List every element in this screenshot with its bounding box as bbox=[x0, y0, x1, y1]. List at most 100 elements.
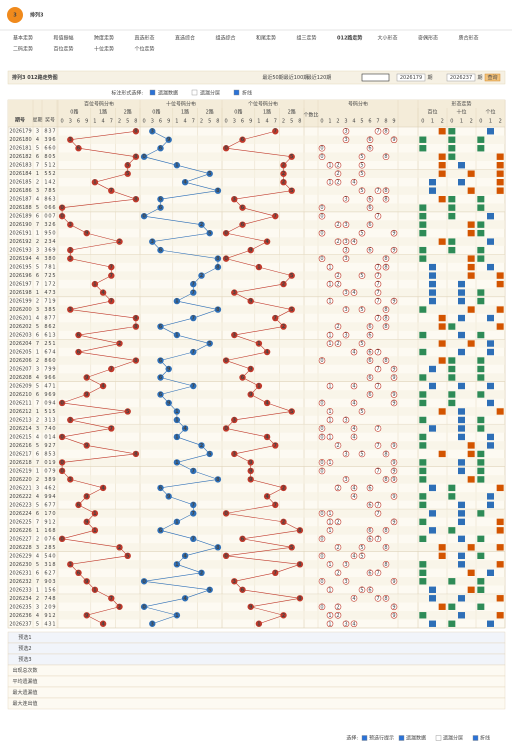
prize-digit: 8 bbox=[44, 154, 47, 160]
dist-ball-text: 0 bbox=[320, 154, 323, 160]
prize-digit: 1 bbox=[48, 409, 51, 415]
nav-link[interactable]: 跨度走势 bbox=[94, 35, 114, 42]
dist-ball-text: 9 bbox=[392, 604, 395, 610]
select[interactable] bbox=[361, 73, 390, 82]
form-mark bbox=[487, 433, 494, 441]
form-mark bbox=[429, 425, 436, 432]
ball bbox=[247, 467, 254, 475]
nav-link[interactable]: 组选综合 bbox=[216, 35, 236, 42]
ball bbox=[132, 450, 140, 458]
footer-label: 选择: bbox=[346, 735, 358, 742]
nav-link[interactable]: 质合形态 bbox=[459, 35, 479, 42]
ball bbox=[108, 595, 115, 602]
dist-ball bbox=[366, 246, 374, 254]
dist-ball-text: 2 bbox=[336, 222, 339, 228]
nav-link[interactable]: 直选形态 bbox=[135, 35, 155, 42]
nav-link[interactable]: 大小形态 bbox=[378, 35, 398, 42]
button-label[interactable]: 查询 bbox=[487, 74, 497, 81]
prize-digit: 1 bbox=[52, 341, 55, 347]
digit-head: 2 bbox=[282, 119, 285, 125]
ball-text: 6 bbox=[159, 528, 163, 534]
dist-ball bbox=[326, 611, 334, 619]
ball-text: 2 bbox=[282, 282, 286, 288]
dist-ball-text: 1 bbox=[328, 180, 331, 186]
dist-ball bbox=[382, 450, 390, 458]
nav-link[interactable]: 和值振幅 bbox=[54, 35, 74, 42]
option-label[interactable]: 预选行提示 bbox=[369, 735, 394, 742]
dist-ball-text: 0 bbox=[320, 604, 323, 610]
option-label[interactable]: 折线 bbox=[242, 90, 252, 97]
checkbox[interactable] bbox=[149, 89, 156, 96]
nav-link[interactable]: 012路走势 bbox=[337, 35, 362, 42]
option-label[interactable]: 折线 bbox=[480, 735, 490, 742]
issue: 2026188 bbox=[9, 205, 31, 211]
nav-link[interactable]: 十位走势 bbox=[94, 46, 114, 53]
nav-link[interactable]: 百位走势 bbox=[54, 46, 74, 53]
route-title: 1路 bbox=[99, 109, 107, 116]
prize-digit: 3 bbox=[44, 137, 47, 143]
prize-digit: 0 bbox=[44, 468, 47, 474]
form-mark bbox=[438, 195, 446, 203]
prize-digit: 6 bbox=[44, 502, 47, 508]
row-stripe bbox=[8, 509, 505, 518]
option-label[interactable]: 遗漏数据 bbox=[406, 735, 426, 742]
prize-digit: 7 bbox=[48, 383, 51, 389]
ball bbox=[181, 552, 189, 560]
row-stripe bbox=[8, 424, 505, 433]
row-stripe bbox=[8, 560, 505, 569]
section-title: 个位号码分布 bbox=[248, 101, 278, 108]
option-label[interactable]: 遗漏分层 bbox=[443, 735, 463, 742]
prize-digit: 6 bbox=[52, 375, 55, 381]
ball-text: 6 bbox=[241, 536, 245, 542]
form-mark bbox=[419, 391, 427, 398]
input[interactable] bbox=[446, 73, 476, 82]
ball-text: 8 bbox=[216, 188, 220, 194]
ball bbox=[83, 442, 90, 449]
form-mark bbox=[467, 569, 475, 577]
nav-link[interactable]: 基本走势 bbox=[13, 35, 33, 42]
checkbox[interactable] bbox=[435, 735, 442, 741]
dist-ball bbox=[342, 127, 350, 135]
nav-link[interactable]: 组三走势 bbox=[297, 35, 317, 42]
dist-ball-text: 8 bbox=[384, 324, 387, 330]
dist-ball-text: 1 bbox=[328, 282, 331, 288]
range-link[interactable]: 最近50期 bbox=[262, 74, 283, 81]
nav-link[interactable]: 个位走势 bbox=[135, 46, 155, 53]
row-stripe bbox=[8, 577, 505, 586]
nav-link[interactable]: 和尾走势 bbox=[256, 35, 276, 42]
input[interactable] bbox=[396, 73, 426, 82]
prize-digit: 1 bbox=[44, 511, 47, 517]
nav-link[interactable]: 奇偶形态 bbox=[418, 35, 438, 42]
dist-ball-text: 7 bbox=[376, 299, 379, 305]
ball-text: 9 bbox=[249, 392, 253, 398]
checkbox[interactable] bbox=[191, 89, 198, 96]
form-mark bbox=[496, 272, 504, 279]
range-link[interactable]: 最近120期 bbox=[307, 74, 332, 81]
week: 7 bbox=[36, 163, 39, 169]
option-label[interactable]: 遗漏分层 bbox=[200, 90, 220, 97]
ball bbox=[280, 518, 287, 526]
ball-text: 9 bbox=[249, 299, 253, 305]
ball-text: 0 bbox=[224, 358, 228, 364]
nav-link[interactable]: 二码走势 bbox=[13, 46, 33, 53]
form-mark bbox=[419, 561, 427, 568]
checkbox[interactable] bbox=[472, 735, 479, 741]
ball bbox=[149, 128, 156, 135]
dist-ball-text: 2 bbox=[336, 613, 339, 619]
dist-ball-text: 8 bbox=[384, 528, 387, 534]
dist-ball bbox=[382, 314, 390, 322]
form-mark bbox=[458, 178, 465, 186]
ball bbox=[239, 136, 246, 143]
prize-digit: 7 bbox=[44, 188, 47, 194]
issue: 2026229 bbox=[9, 553, 31, 559]
option-label[interactable]: 遗漏数据 bbox=[158, 90, 178, 97]
checkbox[interactable] bbox=[233, 89, 240, 96]
checkbox[interactable] bbox=[398, 735, 405, 741]
nav-link[interactable]: 直选综合 bbox=[175, 35, 195, 42]
checkbox[interactable] bbox=[361, 735, 368, 741]
range-link[interactable]: 最近100期 bbox=[284, 74, 309, 81]
button[interactable] bbox=[484, 73, 501, 82]
prize-digit: 2 bbox=[44, 545, 47, 551]
ball-text: 5 bbox=[290, 154, 294, 160]
dist-ball bbox=[374, 314, 382, 322]
